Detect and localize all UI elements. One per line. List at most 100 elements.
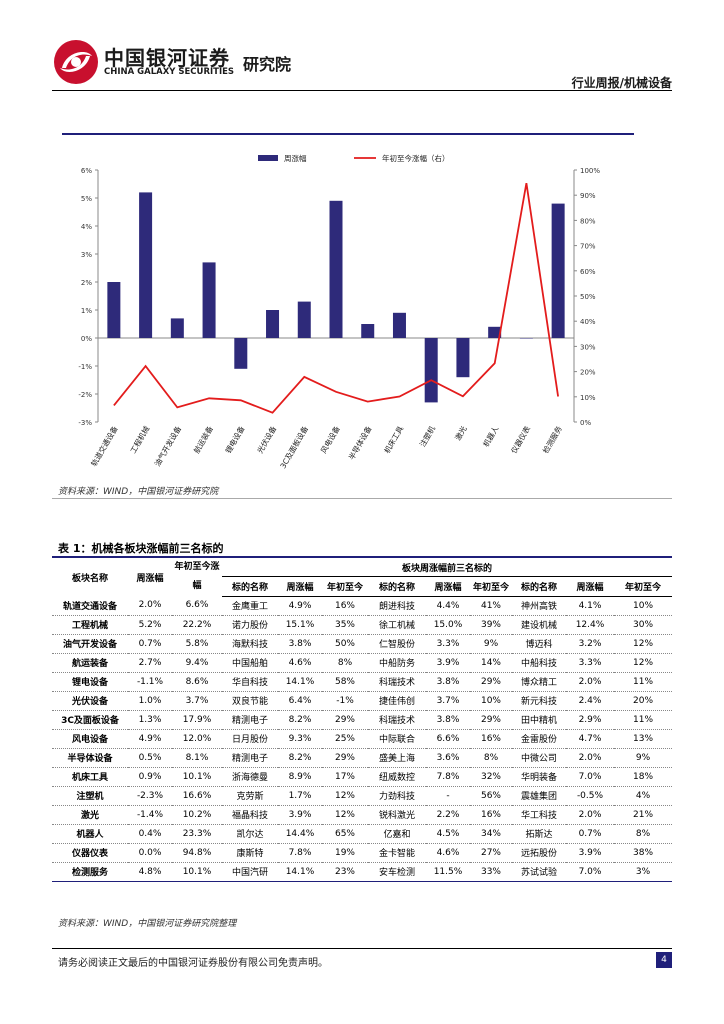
table-cell: 3.8%: [426, 672, 470, 692]
category-label: 仪器仪表: [508, 424, 532, 455]
left-tick-label: 1%: [81, 307, 92, 315]
table-cell: 29%: [470, 672, 512, 692]
table-cell: 35%: [322, 615, 368, 635]
table-cell: 精测电子: [222, 748, 278, 768]
table-cell: 震雄集团: [512, 786, 566, 806]
table-cell: 8.1%: [172, 748, 222, 768]
left-tick-label: 4%: [81, 223, 92, 231]
table-cell: 12%: [322, 786, 368, 806]
table-cell: 7.8%: [278, 843, 322, 863]
table-cell: 0.0%: [128, 843, 172, 863]
bar-week-change: [170, 318, 184, 338]
table-cell: 32%: [470, 767, 512, 787]
table-cell: 4.4%: [426, 596, 470, 616]
table-row: 航运装备 2.7% 9.4% 中国船舶 4.6% 8% 中船防务 3.9% 14% 中船科技 3.3…: [52, 653, 673, 673]
table-cell: 19%: [322, 843, 368, 863]
table-row: 轨道交通设备 2.0% 6.6% 金鹰重工 4.9% 16% 朗进科技 4.4% 41% 神州高铁…: [52, 596, 673, 616]
bar-week-change: [488, 326, 502, 338]
cell-sector-name: 检测服务: [52, 862, 128, 882]
table-cell: 4.7%: [566, 729, 614, 749]
table-cell: 华明装备: [512, 767, 566, 787]
table-cell: 34%: [470, 824, 512, 844]
table-cell: 4.8%: [128, 862, 172, 882]
right-tick-label: 90%: [580, 192, 596, 200]
table-row: 3C及面板设备 1.3% 17.9% 精测电子 8.2% 29% 科瑞技术 3.8% 29% 田中…: [52, 710, 673, 730]
table-cell: 4.5%: [426, 824, 470, 844]
table-cell: 捷佳伟创: [368, 691, 426, 711]
table-cell: 29%: [322, 710, 368, 730]
table-cell: 3.3%: [426, 634, 470, 654]
table-cell: 9.3%: [278, 729, 322, 749]
table-row: 检测服务 4.8% 10.1% 中国汽研 14.1% 23% 安车检测 11.5% 33% 苏试试…: [52, 862, 673, 882]
table-cell: 安车检测: [368, 862, 426, 882]
bar-week-change: [107, 282, 121, 338]
table-cell: 6.4%: [278, 691, 322, 711]
table-cell: 神州高铁: [512, 596, 566, 616]
table-cell: 2.0%: [566, 672, 614, 692]
table-cell: 0.7%: [566, 824, 614, 844]
left-tick-label: -3%: [78, 419, 92, 427]
table-cell: 16%: [470, 805, 512, 825]
table-cell: 纽威数控: [368, 767, 426, 787]
left-tick-label: 0%: [81, 335, 92, 343]
th-s-week-3: 周涨幅: [566, 576, 614, 597]
table-cell: 12%: [322, 805, 368, 825]
table-cell: -1.4%: [128, 805, 172, 825]
right-tick-label: 80%: [580, 217, 596, 225]
cell-sector-name: 注塑机: [52, 786, 128, 806]
cell-sector-name: 光伏设备: [52, 691, 128, 711]
right-tick-label: 50%: [580, 293, 596, 301]
table-cell: 16%: [322, 596, 368, 616]
th-stock-2: 标的名称: [368, 576, 426, 597]
table-cell: 11%: [614, 672, 673, 692]
table-cell: -2.3%: [128, 786, 172, 806]
table-cell: 30%: [614, 615, 673, 635]
category-label: 工程机械: [128, 424, 152, 455]
table-cell: 1.0%: [128, 691, 172, 711]
table-cell: 3%: [614, 862, 673, 882]
table-cell: 11.5%: [426, 862, 470, 882]
table-cell: 18%: [614, 767, 673, 787]
table-row: 注塑机 -2.3% 16.6% 克劳斯 1.7% 12% 力劲科技 -56% 震雄集团 -0.5%…: [52, 786, 673, 806]
category-label: 风电设备: [318, 424, 342, 455]
table-cell: 7.0%: [566, 767, 614, 787]
table-cell: 65%: [322, 824, 368, 844]
table-cell: 4.6%: [426, 843, 470, 863]
table-cell: 3.3%: [566, 653, 614, 673]
table-cell: 日月股份: [222, 729, 278, 749]
th-ytd: 年初至今涨幅: [172, 556, 222, 596]
cell-sector-name: 风电设备: [52, 729, 128, 749]
table-cell: 8.6%: [172, 672, 222, 692]
table-cell: 9%: [614, 748, 673, 768]
table-cell: 锐科激光: [368, 805, 426, 825]
table-row: 激光 -1.4% 10.2% 福晶科技 3.9% 12% 锐科激光 2.2% 16% 华工科技 2.…: [52, 805, 673, 825]
line-ytd-change: [113, 182, 559, 414]
table-cell: 3.2%: [566, 634, 614, 654]
table-cell: 博众精工: [512, 672, 566, 692]
table-cell: 2.4%: [566, 691, 614, 711]
bar-week-change: [361, 324, 375, 338]
left-tick-label: -1%: [78, 363, 92, 371]
cell-sector-name: 仪器仪表: [52, 843, 128, 863]
bar-week-change: [266, 310, 280, 338]
table-cell: 3.7%: [426, 691, 470, 711]
table-cell: 海默科技: [222, 634, 278, 654]
table-cell: 中国船舶: [222, 653, 278, 673]
table-cell: 2.0%: [566, 805, 614, 825]
table-cell: 金卡智能: [368, 843, 426, 863]
cell-sector-name: 机器人: [52, 824, 128, 844]
table-row: 油气开发设备 0.7% 5.8% 海默科技 3.8% 50% 仁智股份 3.3% 9% 博迈科 3.…: [52, 634, 673, 654]
table-cell: 仁智股份: [368, 634, 426, 654]
table-cell: 4.9%: [128, 729, 172, 749]
category-label: 机器人: [480, 424, 500, 449]
table-cell: 58%: [322, 672, 368, 692]
legend-line-label: 年初至今涨幅（右）: [382, 153, 450, 163]
table-cell: 12.4%: [566, 615, 614, 635]
right-tick-label: 0%: [580, 419, 591, 427]
table-cell: 56%: [470, 786, 512, 806]
th-week: 周涨幅: [128, 556, 172, 596]
cell-sector-name: 锂电设备: [52, 672, 128, 692]
table-cell: 博迈科: [512, 634, 566, 654]
table-source: 资料来源：WIND，中国银河证券研究院整理: [58, 919, 237, 929]
legend-bar-label: 周涨幅: [284, 153, 307, 163]
